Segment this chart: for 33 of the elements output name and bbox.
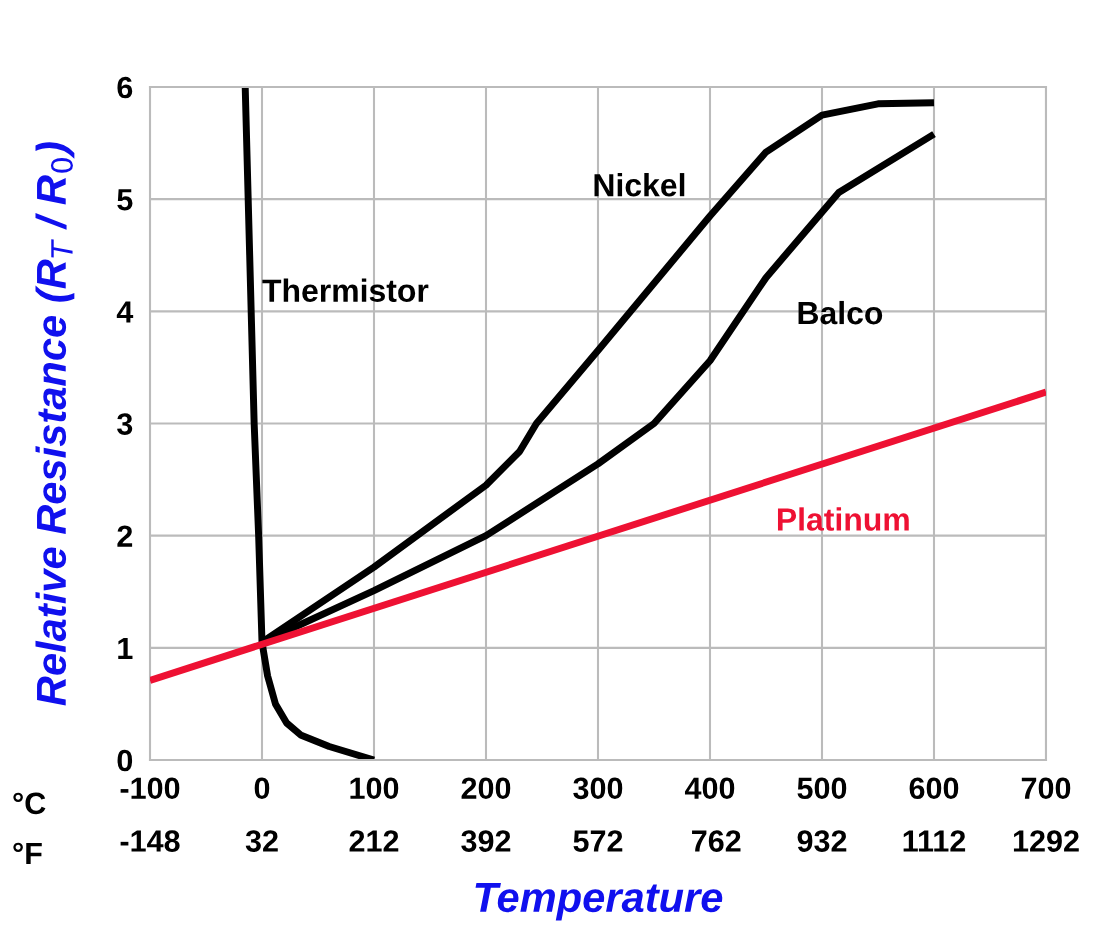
x-axis-title: Temperature — [475, 883, 723, 921]
y-tick-label: 4 — [116, 301, 134, 323]
text: °C — [13, 792, 46, 815]
series-label: Thermistor — [262, 278, 429, 302]
x2-tick-label: 932 — [797, 830, 847, 852]
x2-tick-label: 762 — [692, 830, 741, 852]
x2-tick-label: 212 — [349, 830, 399, 852]
x2-tick-label: 1112 — [903, 830, 966, 852]
x-tick-label: 500 — [797, 777, 847, 800]
x2-tick-label: 1292 — [1013, 830, 1079, 852]
y-tick-label: 2 — [117, 525, 133, 547]
text: °F — [13, 842, 42, 864]
y-tick-label: 3 — [117, 413, 133, 435]
x2-tick-label: 392 — [461, 830, 511, 852]
y-axis-title: Relative Resistance (R$_{T}$ / R$_{0}$) — [35, 142, 75, 706]
x-tick-label: 200 — [461, 777, 511, 800]
series-label: Balco — [798, 300, 883, 325]
y-tick-label: 1 — [118, 637, 133, 659]
x-tick-label: 400 — [684, 777, 735, 800]
x-tick-label: 0 — [254, 777, 270, 800]
x-tick-label: 100 — [350, 777, 399, 800]
x-tick-label: 600 — [909, 777, 959, 800]
series-label: Nickel — [594, 173, 685, 197]
x-tick-label: -100 — [120, 777, 180, 800]
y-tick-label: 6 — [117, 76, 133, 99]
x2-tick-label: 572 — [573, 830, 623, 852]
x-tick-label: 700 — [1021, 777, 1071, 800]
x2-tick-label: 32 — [245, 830, 278, 852]
x-tick-label: 300 — [573, 777, 623, 800]
y-tick-label: 5 — [117, 189, 133, 211]
series-label: Platinum — [777, 507, 909, 531]
y-tick-label: 0 — [117, 749, 133, 772]
x2-tick-label: -148 — [120, 830, 180, 852]
